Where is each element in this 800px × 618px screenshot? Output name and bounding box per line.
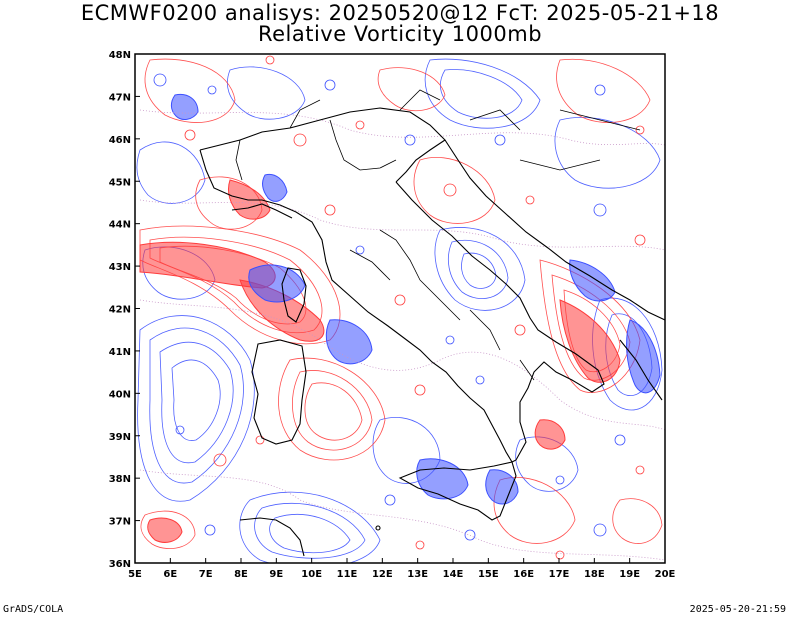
sardinia (251, 339, 307, 445)
lon-tick-label: 16E (513, 569, 534, 580)
italy-west-coast (261, 199, 513, 463)
plot-title: ECMWF0200 analisys: 20250520@12 FcT: 202… (80, 1, 720, 25)
liguria-coast (231, 203, 293, 219)
lat-tick-label: 41N (109, 347, 131, 358)
tunisia-coast (239, 517, 305, 557)
lat-tick-label: 37N (109, 517, 131, 528)
lon-tick-label: 5E (128, 569, 142, 580)
lon-tick-label: 17E (549, 569, 570, 580)
balkan-coast (444, 139, 665, 321)
lat-tick-label: 40N (109, 389, 131, 400)
lon-tick-label: 18E (584, 569, 605, 580)
lat-tick-label: 45N (109, 177, 131, 188)
corsica (281, 267, 307, 323)
plot-area-background (135, 54, 665, 563)
alps-border (199, 107, 446, 183)
inner-borders (235, 89, 641, 381)
lat-tick-label: 36N (109, 559, 131, 570)
lon-tick-label: 12E (372, 569, 393, 580)
footer-timestamp: 2025-05-20-21:59 (689, 604, 786, 615)
latitude-axis: 36N 37N 38N 39N 40N 41N 42N 43N 44N 45N 46N 47N 48N (109, 50, 140, 570)
greece-coast (619, 339, 663, 401)
lat-tick-label: 39N (109, 432, 131, 443)
lon-tick-label: 20E (655, 569, 676, 580)
sicily (398, 461, 517, 521)
lat-tick-label: 48N (109, 50, 131, 61)
lon-tick-label: 13E (407, 569, 428, 580)
lon-tick-label: 11E (337, 569, 358, 580)
france-border (199, 149, 262, 201)
lat-tick-label: 43N (109, 262, 131, 273)
lon-tick-label: 6E (163, 569, 177, 580)
lat-tick-label: 47N (109, 92, 131, 103)
coastline-layer (199, 89, 665, 557)
lon-tick-label: 15E (478, 569, 499, 580)
footer-software-label: GrADS/COLA (3, 604, 64, 615)
italy-east-coast (395, 181, 605, 463)
lat-tick-label: 46N (109, 135, 131, 146)
lon-tick-label: 8E (234, 569, 248, 580)
lon-tick-label: 10E (301, 569, 322, 580)
plot-subtitle: Relative Vorticity 1000mb (257, 22, 543, 46)
lon-tick-label: 19E (619, 569, 640, 580)
lat-tick-label: 38N (109, 474, 131, 485)
lon-tick-label: 7E (199, 569, 213, 580)
lon-tick-label: 9E (269, 569, 283, 580)
longitude-axis: 5E 6E 7E 8E 9E 10E 11E 12E 13E 14E 15E 16E 17E 18E 19E… (128, 558, 676, 580)
malta (375, 525, 381, 531)
lat-tick-label: 44N (109, 220, 131, 231)
lon-tick-label: 14E (443, 569, 464, 580)
lat-tick-label: 42N (109, 305, 131, 316)
